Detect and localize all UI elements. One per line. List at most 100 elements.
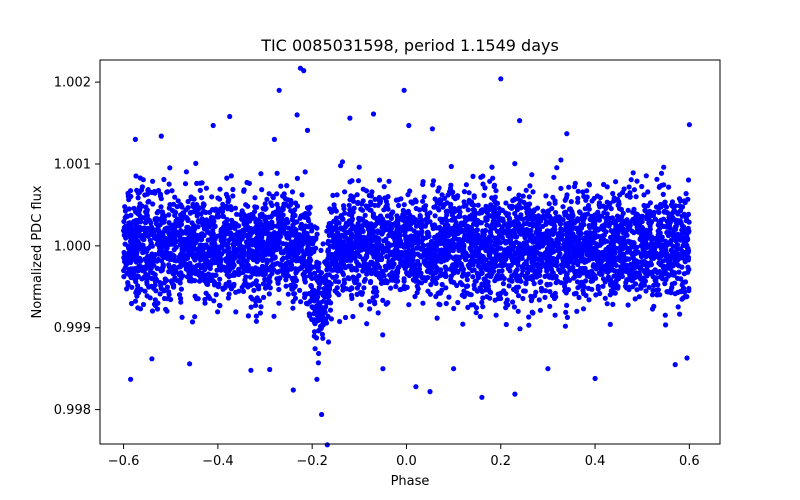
data-point [685,177,692,183]
data-point [304,230,310,237]
data-point [126,225,132,232]
data-point [266,291,272,297]
data-point [517,215,523,221]
data-point [611,195,617,201]
data-point [147,243,154,249]
data-point [409,255,415,261]
data-point [676,269,682,275]
data-point [530,189,536,195]
data-point [503,211,510,217]
data-point [471,193,477,199]
data-point [362,212,368,218]
data-point [264,231,271,237]
data-point [130,254,136,260]
data-point [595,283,601,289]
data-point [323,304,329,310]
data-point [287,202,293,208]
data-point [491,182,498,188]
data-point [521,261,528,267]
data-point [308,298,314,304]
data-point [349,222,355,228]
data-point [678,237,684,243]
data-point [570,241,576,247]
data-point [198,231,204,238]
data-point [269,234,275,240]
data-point [128,212,134,218]
data-point [414,278,420,284]
data-point [136,289,142,295]
data-point [203,256,209,262]
data-point [222,220,228,226]
data-point [645,203,651,209]
data-point [586,297,592,303]
data-point [475,263,481,269]
data-point [190,201,196,207]
data-point [414,290,420,296]
data-point [126,206,132,212]
data-point [680,229,686,235]
data-point [656,184,662,190]
data-point [161,176,167,183]
data-point [133,279,139,285]
data-point [171,271,177,277]
data-point [213,281,219,287]
data-point [606,202,612,208]
data-point [266,191,272,197]
data-point [253,241,259,247]
data-point [469,253,475,259]
data-point [148,283,155,289]
data-point [178,295,184,302]
data-point [274,170,280,176]
data-point [620,210,626,216]
data-point [491,197,497,203]
data-point [240,269,246,275]
data-point [257,222,263,228]
data-point [140,225,146,231]
data-point [362,238,369,244]
data-point [363,188,370,194]
data-point [264,257,270,263]
data-point [166,291,172,298]
data-point [196,211,202,217]
data-point [270,212,276,218]
data-point [139,242,145,248]
data-point [314,225,320,231]
data-point [428,269,434,276]
data-point [461,237,467,243]
data-point [581,193,587,199]
data-point [444,208,450,214]
data-point [575,199,581,205]
data-point [394,268,400,274]
data-point [601,210,607,216]
data-point [500,281,506,287]
data-point [240,227,246,233]
data-point [342,314,349,321]
data-point [475,202,481,208]
data-point [133,217,139,223]
data-point [306,210,312,217]
data-point [342,265,349,271]
data-point [228,173,234,179]
data-point [626,184,632,190]
data-point [413,223,420,229]
data-point [685,227,691,233]
data-point [610,190,616,197]
data-point [186,269,192,276]
data-point [293,231,300,237]
data-point [449,246,455,252]
data-point [307,313,313,319]
data-point [558,157,564,163]
data-point [291,291,297,297]
data-point [192,265,198,271]
data-point [156,233,162,239]
data-point [663,204,670,210]
data-point [213,292,219,298]
data-point [366,192,372,199]
data-point [515,308,521,314]
data-point [338,213,344,219]
data-point [159,218,165,224]
data-point [397,253,403,259]
data-point [549,249,555,255]
data-point [236,288,242,294]
